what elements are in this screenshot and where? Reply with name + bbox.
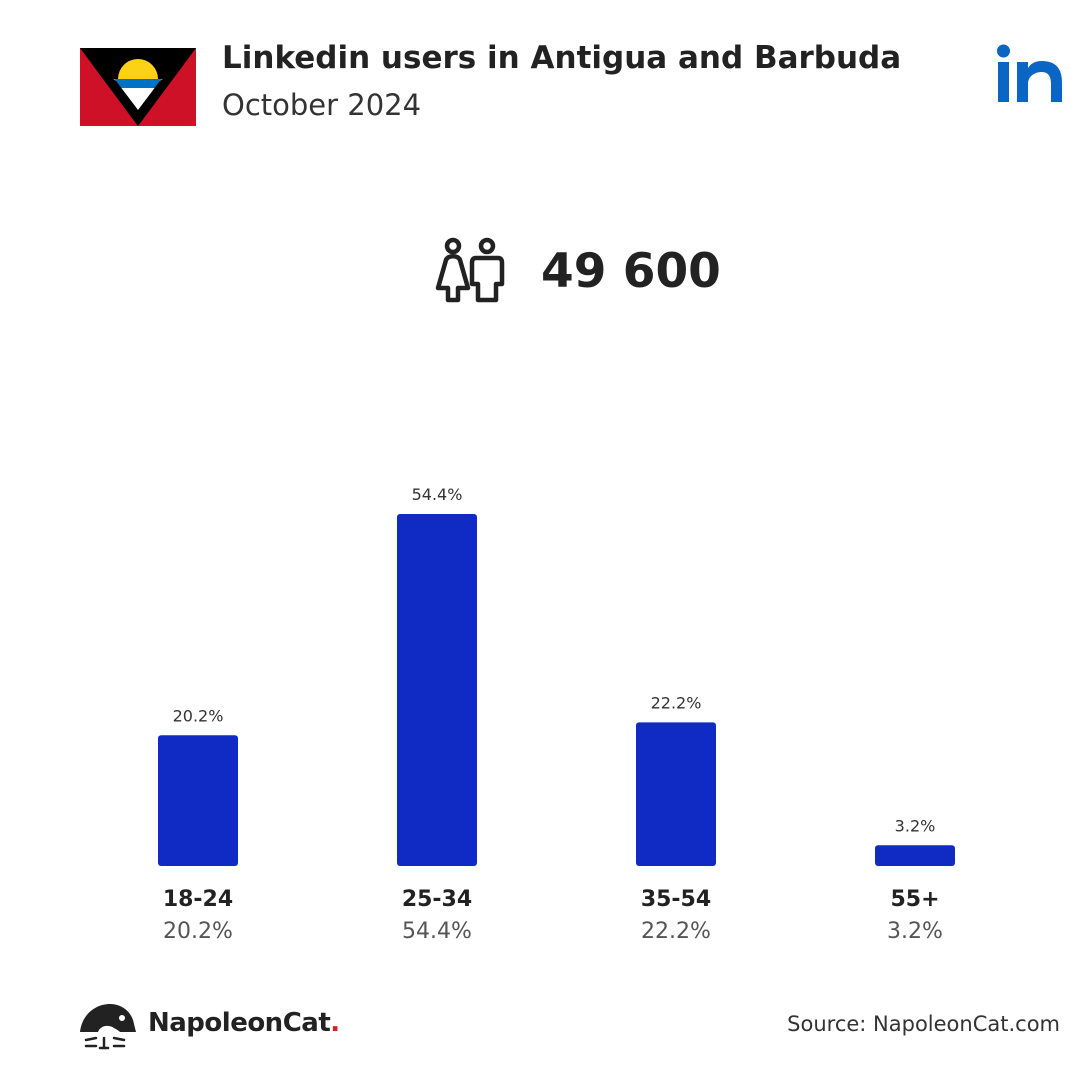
people-icon bbox=[435, 237, 505, 303]
brand-dot: . bbox=[330, 1008, 340, 1038]
data-label-35-54: 22.2% bbox=[651, 693, 702, 712]
category-value-35-54: 22.2% bbox=[641, 919, 711, 944]
data-label-25-34: 54.4% bbox=[412, 485, 463, 504]
bar-55+ bbox=[875, 845, 955, 866]
total-users: 49 600 bbox=[434, 236, 721, 306]
bar-35-54 bbox=[636, 722, 716, 866]
antigua-and-barbuda-flag bbox=[80, 48, 196, 126]
category-label-35-54: 35-54 bbox=[641, 887, 711, 912]
napoleoncat-logo bbox=[80, 1004, 136, 1050]
bar-25-34 bbox=[397, 514, 477, 866]
category-value-25-34: 54.4% bbox=[402, 919, 472, 944]
brand-name: NapoleonCat. bbox=[148, 1008, 340, 1038]
linkedin-logo bbox=[997, 44, 1062, 102]
category-label-18-24: 18-24 bbox=[163, 887, 233, 912]
data-label-18-24: 20.2% bbox=[173, 706, 224, 725]
category-value-55+: 3.2% bbox=[887, 919, 943, 944]
data-label-55+: 3.2% bbox=[895, 816, 936, 835]
page-subtitle: October 2024 bbox=[222, 88, 422, 122]
source-credit: Source: NapoleonCat.com bbox=[787, 1012, 1060, 1036]
page-title: Linkedin users in Antigua and Barbuda bbox=[222, 40, 902, 76]
bar-18-24 bbox=[158, 735, 238, 866]
brand-text: NapoleonCat bbox=[148, 1008, 331, 1038]
category-label-55+: 55+ bbox=[890, 887, 939, 912]
total-users-value: 49 600 bbox=[541, 243, 721, 299]
category-label-25-34: 25-34 bbox=[402, 887, 472, 912]
category-value-18-24: 20.2% bbox=[163, 919, 233, 944]
